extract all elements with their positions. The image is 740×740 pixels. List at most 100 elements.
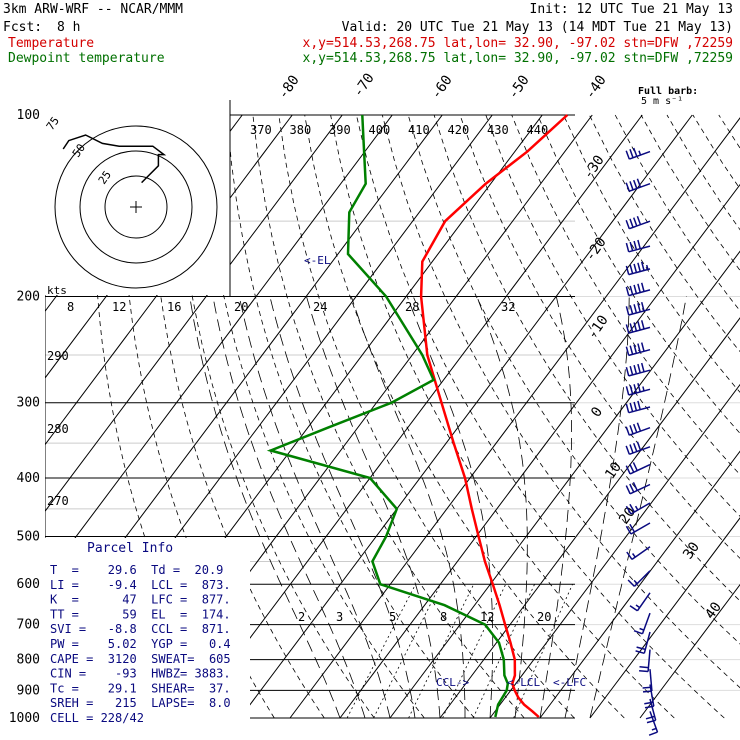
- profiles: [266, 114, 569, 718]
- wind-barb: [625, 215, 651, 230]
- barb-flag: [625, 367, 630, 377]
- mixing-label-lower-2: 2: [298, 610, 305, 624]
- wind-barb: [625, 302, 651, 316]
- barb-flag: [625, 242, 630, 252]
- wind-barb: [625, 400, 651, 414]
- barb-staff: [649, 684, 655, 707]
- hodograph: 75 50 25 kts: [44, 100, 231, 297]
- wind-barb: [625, 261, 651, 276]
- moist-adiabat-25: [476, 296, 528, 719]
- isotherm--40: [189, 114, 643, 719]
- barb-flag: [625, 346, 630, 356]
- dewpoint-info: x,y=514.53,268.75 lat,lon= 32.90, -97.02…: [303, 51, 733, 66]
- barb-flag: [625, 220, 631, 229]
- mixing-label-upper-28: 28: [405, 300, 419, 314]
- parcel-row: CELL = 228/42: [50, 711, 144, 725]
- ccl-marker: CCL->: [436, 676, 469, 689]
- mixing-ratio-5: [408, 584, 475, 719]
- barb-flag: [629, 425, 634, 435]
- wind-barb: [625, 462, 651, 475]
- theta-e-label-440: 440: [527, 123, 549, 137]
- barb-half: [651, 727, 657, 731]
- barb-flag: [629, 463, 635, 473]
- mixing-label-upper-24: 24: [313, 300, 327, 314]
- barb-half: [642, 386, 645, 392]
- pressure-label-600: 600: [17, 577, 40, 592]
- barb-flag: [640, 261, 645, 271]
- moist-adiabat-0: [238, 296, 391, 719]
- barb-flag: [632, 179, 638, 189]
- pressure-label-1000: 1000: [9, 711, 40, 726]
- wind-barb: [625, 178, 651, 192]
- parcel-row: SVI = -8.8 CCL = 871.: [50, 622, 231, 636]
- temp-label--60: -60: [428, 72, 456, 102]
- isotherm-10: [439, 317, 740, 719]
- barb-flag: [648, 731, 658, 736]
- mixing-label-upper-12: 12: [112, 300, 126, 314]
- barb-flag: [633, 629, 643, 635]
- temp-label--40: -40: [582, 72, 610, 102]
- mixing-label-upper-16: 16: [167, 300, 181, 314]
- barb-flag: [629, 241, 634, 251]
- temp-label-0: 0: [588, 404, 606, 420]
- pressure-label-300: 300: [17, 396, 40, 411]
- barb-half: [633, 579, 638, 585]
- pressure-label-500: 500: [17, 529, 40, 544]
- pressure-label-400: 400: [17, 471, 40, 486]
- barb-flag: [633, 240, 638, 250]
- wind-barb: [625, 481, 651, 495]
- barb-flag: [633, 304, 638, 314]
- dry-adiabat-270: [174, 114, 375, 719]
- barb-flag: [633, 384, 638, 394]
- barb-flag: [625, 403, 630, 413]
- moist-adiabat-40: [589, 296, 687, 719]
- mixing-ratio-8: [442, 584, 507, 719]
- barb-flag: [629, 385, 634, 395]
- wind-barb: [625, 320, 651, 334]
- mixing-label-lower-12: 12: [480, 610, 494, 624]
- model-title: 3km ARW-WRF -- NCAR/MMM: [3, 2, 183, 17]
- barb-flag: [629, 483, 635, 493]
- barb-staff: [641, 612, 651, 635]
- wind-barb: [635, 631, 651, 655]
- barb-flag: [629, 366, 634, 376]
- parcel-row: SREH = 215 LAPSE= 8.0: [50, 696, 231, 710]
- barb-flag: [629, 218, 634, 228]
- moist-adiabat-30: [539, 296, 572, 719]
- theta-label-280: 280: [47, 422, 69, 436]
- barb-flag: [637, 400, 641, 410]
- barb-flag: [629, 345, 634, 355]
- barb-half: [639, 627, 645, 631]
- barb-flag: [633, 284, 638, 294]
- barb-flag: [633, 401, 638, 411]
- moist-adiabat--10: [189, 296, 341, 719]
- barb-staff: [629, 483, 651, 495]
- pressure-label-800: 800: [17, 653, 40, 668]
- barb-flag: [635, 650, 645, 655]
- barb-flag: [625, 265, 630, 275]
- hodograph-frame: [45, 100, 230, 295]
- temp-label--10: -10: [584, 312, 612, 342]
- theta-e-label-390: 390: [329, 123, 351, 137]
- wind-barb: [627, 570, 651, 587]
- pressure-label-100: 100: [17, 108, 40, 123]
- parcel-row: Tc = 29.1 SHEAR= 37.: [50, 681, 231, 695]
- parcel-row: TT = 59 EL = 174.: [50, 607, 231, 621]
- hodograph-ring-label-50: 50: [70, 141, 88, 159]
- dry-adiabat-360: [407, 114, 740, 645]
- barb-flag: [640, 362, 645, 372]
- theta-label-290: 290: [47, 349, 69, 363]
- moist-adiabat--5: [212, 296, 366, 719]
- mixing-label-upper-20: 20: [234, 300, 248, 314]
- barb-flag: [632, 217, 638, 227]
- temp-label-30: 30: [680, 539, 703, 562]
- barb-flag: [625, 306, 630, 316]
- wind-barb: [629, 592, 651, 612]
- barb-staff: [631, 546, 651, 561]
- wind-barb: [648, 711, 659, 736]
- barb-flag: [640, 342, 645, 352]
- el-marker: <-EL: [304, 254, 331, 267]
- temperature-legend: Temperature: [8, 36, 94, 51]
- barb-flag: [625, 150, 631, 160]
- dry-adiabat-480: [718, 114, 740, 149]
